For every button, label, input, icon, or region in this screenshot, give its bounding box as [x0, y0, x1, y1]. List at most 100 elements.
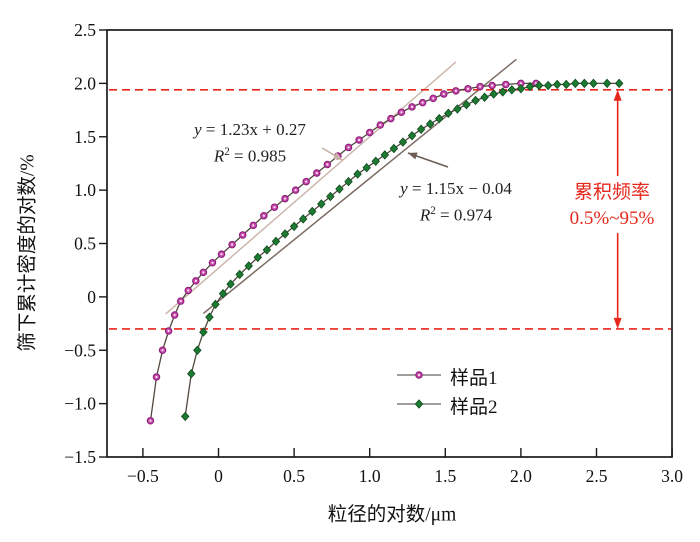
data-point-sample2 [516, 84, 526, 94]
data-point-sample2 [308, 206, 317, 217]
x-tick-label: 2.5 [586, 466, 608, 486]
y-tick-label: −1.5 [64, 447, 96, 467]
data-point-highlight [273, 206, 276, 209]
data-point-sample2 [362, 163, 371, 173]
data-point-sample2 [507, 85, 517, 95]
data-point-sample2 [262, 245, 272, 255]
cumulative-frequency-label: 累积频率 0.5%~95% [542, 180, 682, 232]
data-point-highlight [315, 171, 318, 175]
equation-sample2: y = 1.15x − 0.04 R2 = 0.974 [371, 177, 541, 227]
data-point-highlight [241, 233, 244, 237]
data-point-highlight [410, 105, 414, 108]
data-point-sample2 [425, 119, 435, 129]
y-tick-label: −1.0 [64, 394, 96, 414]
data-point-highlight [454, 89, 457, 92]
data-point-highlight [155, 375, 158, 379]
data-point-sample2 [552, 79, 562, 90]
data-point-sample2 [218, 288, 228, 299]
data-point-sample2 [344, 176, 353, 187]
data-point-sample2 [298, 214, 308, 224]
data-point-sample2 [371, 156, 380, 166]
y-tick-label: −0.5 [64, 340, 96, 360]
equation-leader-arrowhead-sample1 [332, 152, 343, 161]
data-point-sample2 [589, 78, 598, 89]
data-point-sample2 [407, 130, 417, 141]
data-point-highlight [491, 84, 494, 87]
data-point-highlight [442, 92, 445, 96]
data-point-highlight [519, 82, 523, 85]
data-point-sample2 [471, 95, 480, 106]
data-point-sample2 [253, 252, 263, 263]
data-point-highlight [326, 163, 329, 166]
data-point-sample2 [614, 78, 624, 89]
x-tick-label: 1.0 [359, 466, 381, 486]
y-tick-label: 1.5 [74, 127, 96, 147]
data-point-sample2 [571, 78, 580, 89]
x-tick-label: −0.5 [127, 466, 159, 486]
data-point-sample2 [235, 269, 244, 280]
data-point-sample2 [353, 169, 362, 179]
data-point-highlight [149, 419, 152, 422]
data-point-sample2 [602, 78, 612, 89]
data-point-sample2 [462, 100, 471, 110]
data-point-sample2 [398, 137, 408, 147]
data-point-sample2 [187, 369, 196, 379]
data-point-highlight [347, 146, 350, 149]
data-point-sample2 [498, 87, 507, 97]
data-point-highlight [283, 197, 287, 200]
data-point-sample2 [416, 124, 426, 134]
equation-leader-arrowhead-sample2 [407, 152, 418, 160]
equation-sample1-line: y = 1.23x + 0.27 [194, 120, 306, 139]
x-axis-title: 粒径的对数/μm [327, 504, 457, 526]
data-point-sample2 [289, 221, 299, 232]
y-tick-label: 1.0 [74, 180, 96, 200]
data-point-highlight [368, 131, 371, 134]
cumulative-frequency-label-line2: 0.5%~95% [569, 208, 655, 229]
data-point-highlight [252, 224, 255, 227]
data-point-highlight [231, 243, 234, 246]
data-point-highlight [421, 101, 424, 104]
data-point-highlight [187, 289, 190, 292]
data-point-highlight [305, 180, 308, 183]
x-tick-label: 0.5 [283, 466, 305, 486]
data-point-sample2 [205, 312, 214, 322]
data-point-sample2 [444, 108, 453, 118]
data-point-highlight [167, 329, 170, 333]
data-point-sample2 [244, 261, 253, 271]
fit-line-sample2 [202, 58, 517, 315]
data-point-sample2 [525, 81, 535, 92]
data-point-highlight [161, 349, 164, 352]
legend-marker-highlight [417, 373, 421, 377]
equation-sample1-r2: R2 = 0.985 [213, 146, 287, 166]
data-point-highlight [202, 271, 205, 274]
data-point-sample2 [211, 299, 220, 310]
equation-sample1: y = 1.23x + 0.27 R2 = 0.985 [165, 118, 335, 168]
data-point-sample2 [543, 80, 553, 91]
fit-line-sample1 [165, 61, 457, 315]
data-point-highlight [400, 111, 403, 114]
x-tick-label: 2.0 [510, 466, 532, 486]
data-point-sample2 [562, 79, 571, 90]
data-point-sample2 [435, 113, 444, 124]
data-point-sample2 [180, 411, 190, 422]
range-arrowhead-bottom [613, 317, 622, 329]
data-point-sample2 [335, 184, 344, 194]
legend-marker-sample2 [414, 399, 424, 409]
data-point-highlight [389, 117, 392, 120]
x-tick-label: 0 [214, 466, 223, 486]
data-point-highlight [179, 300, 182, 303]
data-point-sample2 [580, 78, 589, 89]
data-point-sample2 [453, 104, 462, 114]
data-point-highlight [220, 253, 223, 256]
data-point-sample2 [280, 229, 290, 239]
data-point-sample2 [317, 199, 326, 209]
y-tick-label: 2.5 [74, 20, 96, 40]
data-point-sample2 [326, 191, 335, 202]
legend-label-sample1: 样品1 [450, 368, 498, 389]
plot-border [106, 29, 673, 458]
data-point-highlight [262, 214, 265, 217]
data-point-sample2 [389, 143, 399, 154]
range-arrowhead-top [613, 89, 622, 101]
